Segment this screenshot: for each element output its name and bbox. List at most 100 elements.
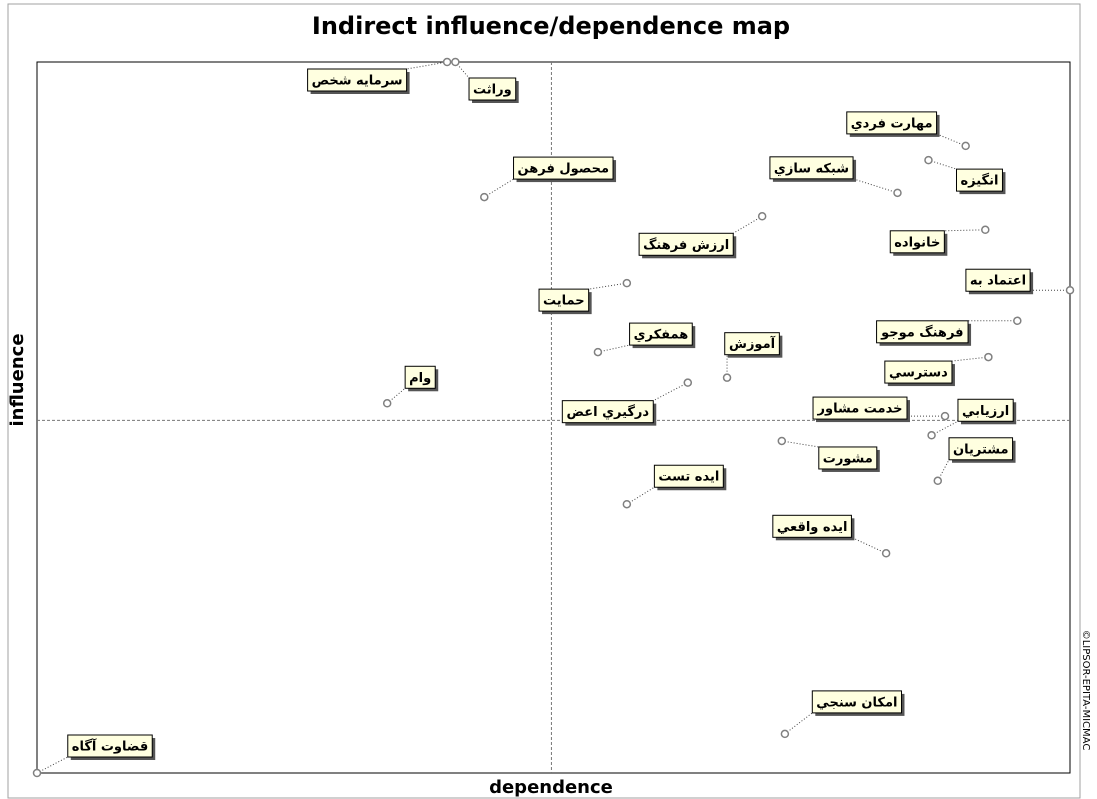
point: [442, 57, 452, 67]
point-label: همفكري: [629, 322, 696, 349]
label-box: [772, 514, 852, 538]
point: [940, 411, 950, 421]
label-box: [955, 168, 1003, 192]
point: [622, 499, 632, 509]
point-label-text: وراثت: [473, 83, 512, 98]
point: [622, 278, 632, 288]
point-label: محصول فرهن: [513, 156, 617, 183]
point: [777, 436, 787, 446]
leader-line: [732, 215, 763, 234]
label-box: [812, 396, 908, 420]
label-box: [307, 68, 408, 92]
leader-line: [653, 382, 689, 402]
label-box: [561, 400, 654, 424]
label-box: [818, 446, 878, 470]
point-label-text: سرمايه شخص: [312, 74, 403, 89]
point-label: انگيزه: [955, 168, 1006, 195]
label-box: [513, 156, 614, 180]
point-label-text: مهارت فردي: [851, 116, 933, 131]
point-label: قضاوت آگاه: [67, 734, 156, 760]
point-label: آموزش: [724, 332, 783, 358]
point-label-text: خانواده: [894, 235, 940, 250]
point-label-text: انگيزه: [960, 173, 998, 189]
point-label-text: درگيري اعض: [566, 404, 649, 420]
leader-line: [931, 420, 959, 436]
leader-line: [928, 159, 957, 170]
point-label-text: مشتريان: [953, 442, 1009, 457]
point-label: حمايت: [538, 288, 592, 315]
leader-line: [936, 133, 966, 147]
label-box: [468, 77, 517, 101]
point-label-text: ايده تست: [658, 470, 719, 485]
label-box: [876, 320, 969, 344]
label-box: [811, 690, 902, 714]
label-box: [889, 230, 945, 254]
point-label: ارزيابي: [957, 398, 1017, 425]
point: [933, 476, 943, 486]
point-label-text: قضاوت آگاه: [72, 738, 148, 755]
point-label-text: دسترسي: [889, 366, 948, 381]
leader-line: [406, 61, 448, 70]
point-label-text: فرهنگ موجو: [880, 324, 963, 340]
point-label: وام: [404, 365, 439, 392]
point: [593, 347, 603, 357]
point-label: سرمايه شخص: [307, 68, 410, 94]
point-label: وراثت: [468, 77, 519, 103]
point-label: مهارت فردي: [846, 111, 940, 137]
point: [480, 192, 489, 202]
labels: وراثت سرمايه شخص مهارت فردي انگيزه شبكه سازي…: [67, 68, 1034, 760]
label-box: [724, 332, 780, 356]
point-label-text: همفكري: [634, 328, 689, 343]
point-label-text: مشورت: [823, 451, 873, 466]
point: [722, 373, 732, 382]
point: [382, 399, 392, 408]
point: [32, 768, 42, 778]
leader-line: [851, 536, 887, 554]
plot-area: [36, 61, 1071, 774]
watermark: ©LIPSOR-EPITA-MICMAC: [1080, 630, 1091, 751]
point-label-text: شبكه سازي: [774, 161, 849, 176]
point-label: امكان سنجي: [811, 690, 905, 716]
point: [984, 352, 993, 362]
point-label: دسترسي: [884, 360, 955, 387]
point-label-text: حمايت: [543, 294, 585, 309]
point: [1065, 285, 1075, 295]
point: [780, 729, 790, 739]
point-label: ايده تست: [653, 464, 727, 491]
point-label-text: ارزش فرهنگ: [643, 237, 729, 253]
point: [683, 378, 693, 387]
point-label: ايده واقعي: [772, 514, 855, 541]
leader-line: [781, 440, 819, 448]
label-box: [965, 268, 1031, 292]
point-label: درگيري اعض: [561, 400, 657, 426]
label-box: [948, 437, 1014, 461]
point-label: خدمت مشاور: [812, 396, 910, 423]
point: [961, 141, 970, 151]
point-label: مشتريان: [948, 437, 1016, 463]
point: [893, 188, 902, 198]
point-label: اعتماد به: [965, 268, 1034, 295]
label-box: [538, 288, 590, 312]
point-label-text: ارزيابي: [962, 404, 1009, 419]
point-label-text: خدمت مشاور: [817, 402, 903, 417]
leader-line: [588, 282, 627, 290]
y-axis-label: influence: [7, 333, 28, 426]
point-label: شبكه سازي: [769, 156, 857, 182]
label-box: [957, 398, 1014, 422]
point: [1013, 316, 1022, 326]
label-box: [884, 360, 953, 384]
label-box: [846, 111, 938, 135]
point-label: مشورت: [818, 446, 880, 472]
point-label: خانواده: [889, 230, 948, 256]
leader-line: [944, 229, 986, 232]
point-label-text: امكان سنجي: [816, 695, 897, 710]
label-box: [67, 734, 153, 758]
label-box: [653, 464, 724, 488]
point-label: ارزش فرهنگ: [638, 232, 737, 259]
point-label-text: ايده واقعي: [777, 520, 848, 535]
label-box: [404, 365, 436, 389]
label-box: [638, 232, 734, 256]
point: [927, 431, 936, 440]
x-axis-label: dependence: [489, 777, 613, 798]
